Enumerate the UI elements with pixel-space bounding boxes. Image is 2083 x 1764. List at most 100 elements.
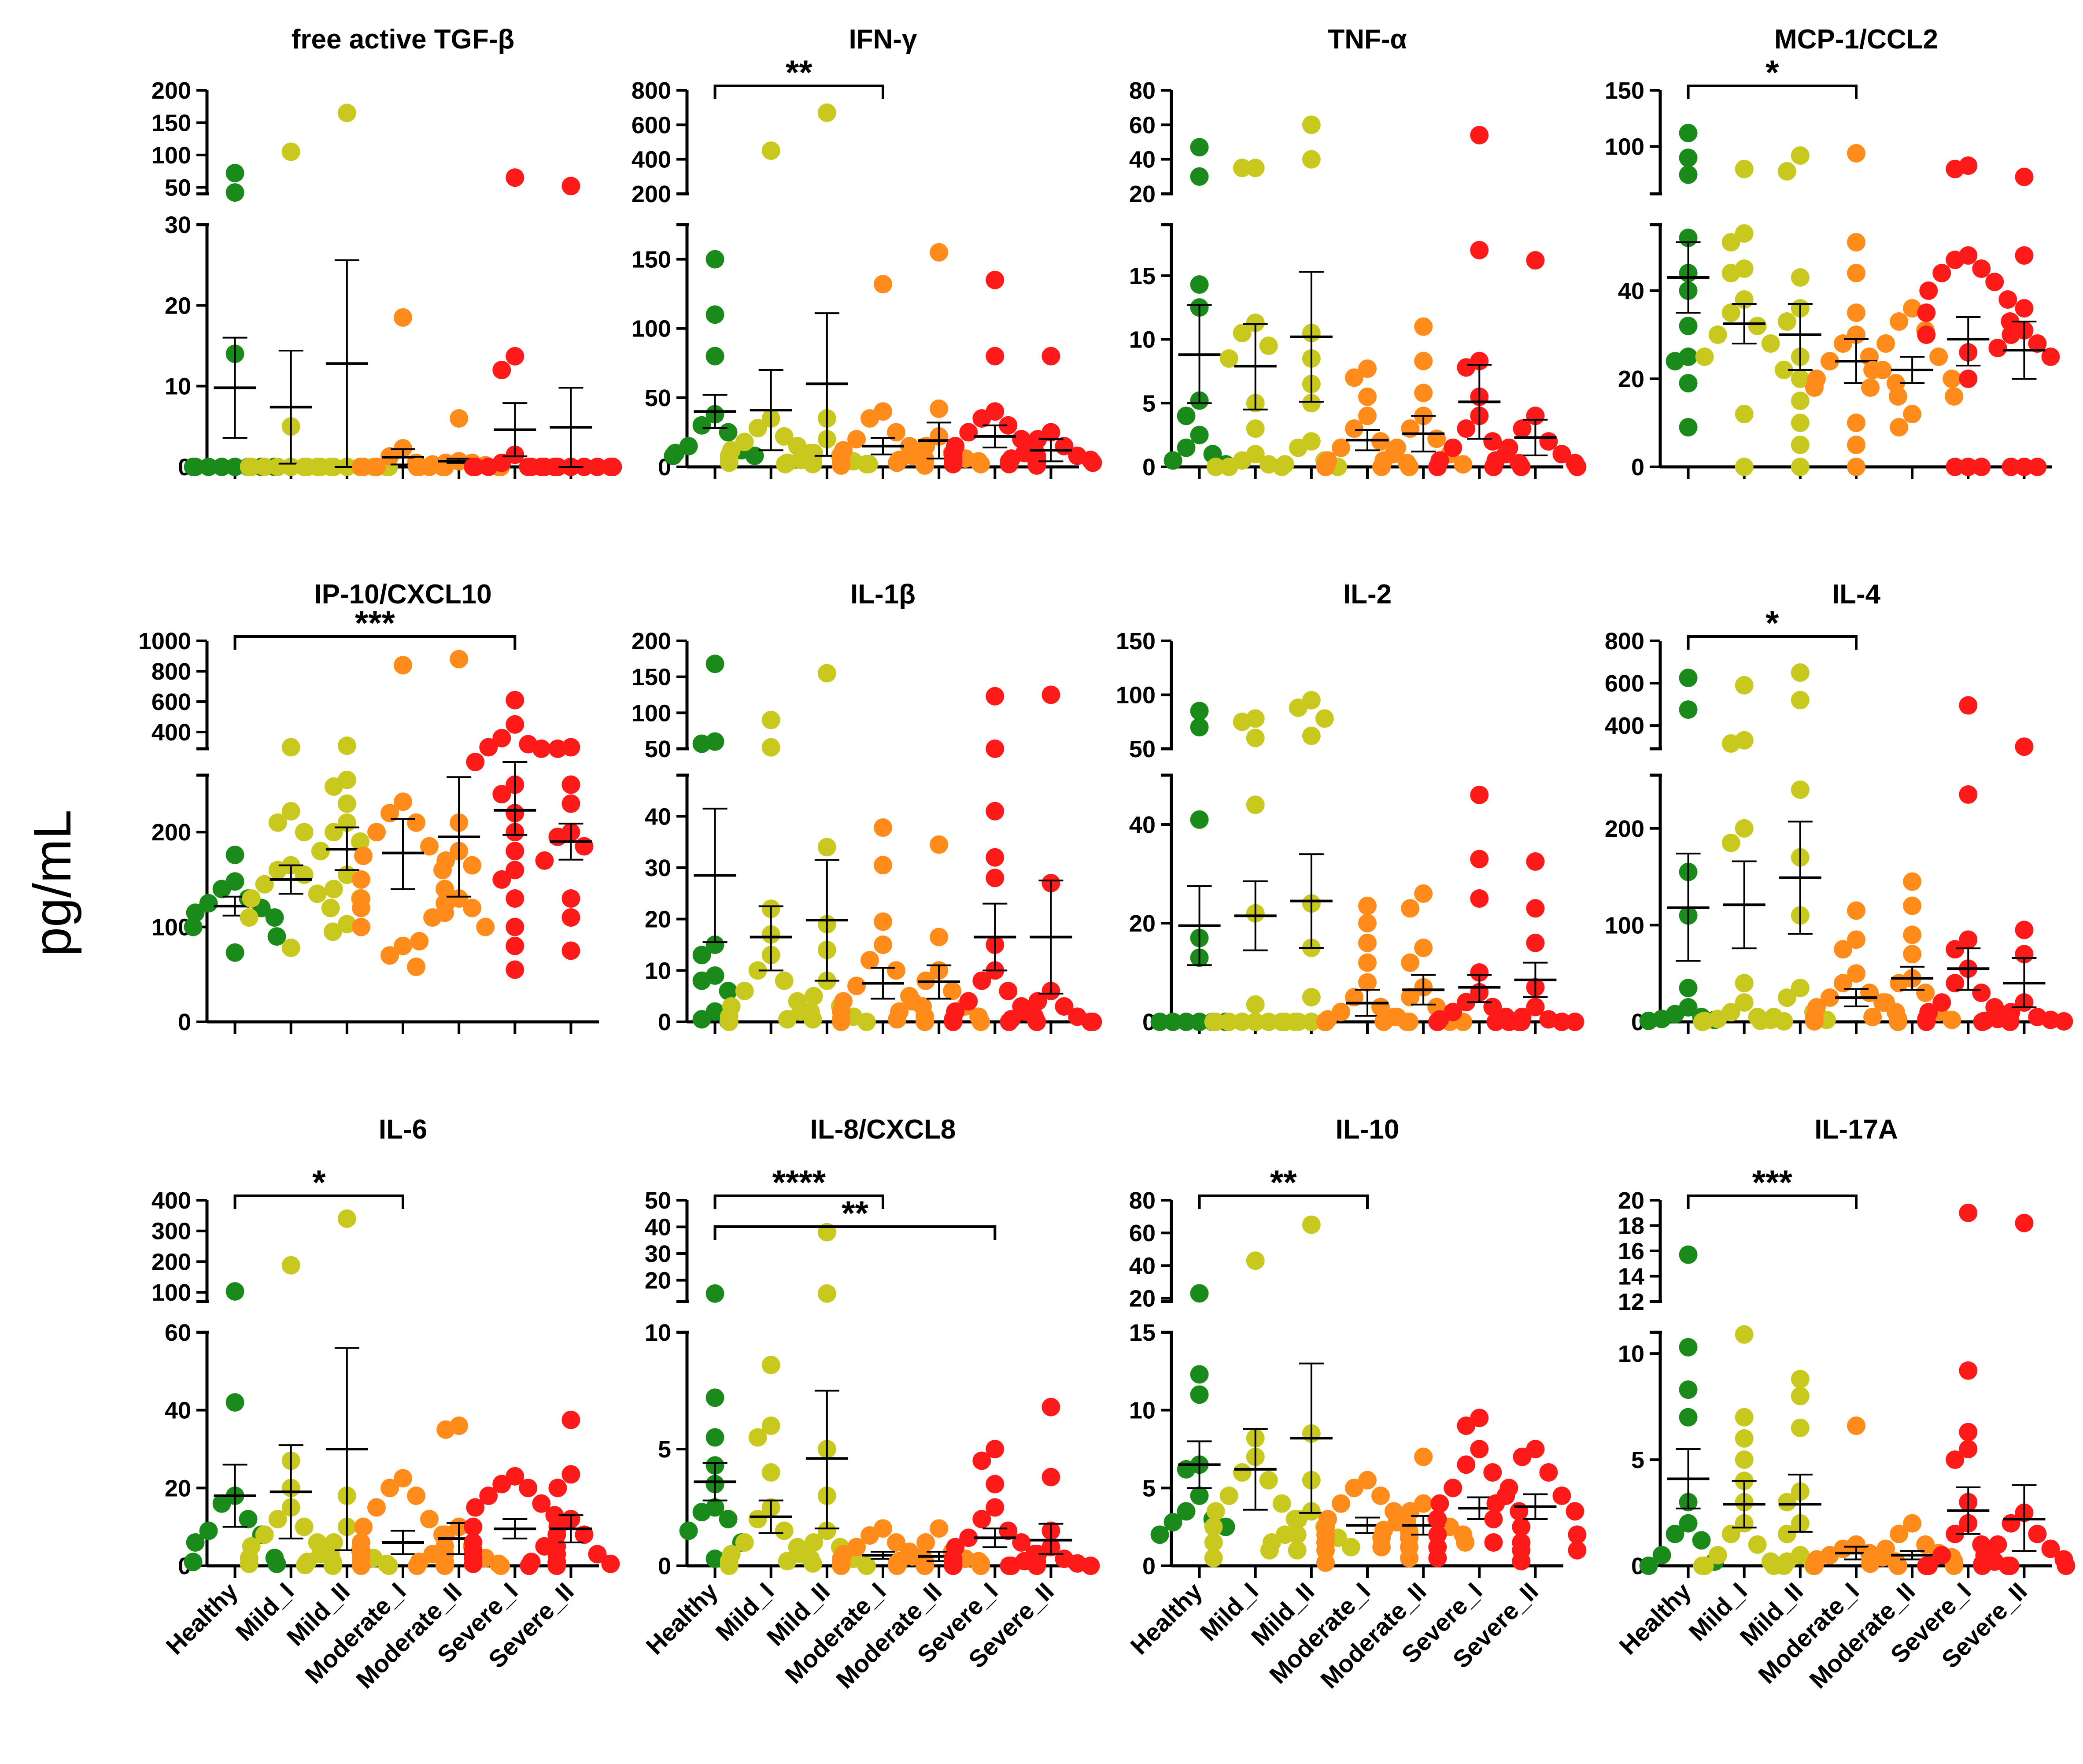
data-point <box>1000 455 1019 473</box>
y-tick-label: 800 <box>632 78 671 104</box>
data-point <box>1233 1013 1252 1031</box>
y-tick-label: 1000 <box>138 628 191 655</box>
data-point <box>450 409 469 428</box>
y-tick-label: 100 <box>632 316 671 342</box>
data-point <box>1401 899 1420 918</box>
data-point <box>1259 337 1278 355</box>
data-point <box>1401 953 1420 972</box>
data-point <box>1943 370 1961 388</box>
data-point <box>1679 1514 1698 1533</box>
bracket-line <box>713 1225 997 1240</box>
significance-bracket: **** <box>713 1163 884 1209</box>
data-point <box>1916 1535 1935 1554</box>
data-point <box>1457 1455 1476 1474</box>
data-point <box>999 1521 1018 1540</box>
data-point <box>1903 299 1922 318</box>
data-point <box>1890 418 1909 436</box>
data-point <box>506 960 524 979</box>
data-point <box>986 869 1005 888</box>
data-point <box>972 1451 991 1470</box>
series-healthy <box>692 655 738 1030</box>
data-point <box>323 922 342 941</box>
data-point <box>1358 359 1377 378</box>
y-tick-label: 100 <box>632 700 671 726</box>
data-point <box>464 1554 483 1573</box>
y-tick-label: 40 <box>1129 812 1156 838</box>
data-point <box>986 347 1005 366</box>
data-point <box>1919 281 1938 300</box>
data-point <box>1315 709 1334 728</box>
data-point <box>1372 458 1391 476</box>
data-point <box>986 687 1005 706</box>
data-point <box>380 1479 399 1498</box>
data-point <box>1735 458 1754 476</box>
data-point <box>971 1013 990 1031</box>
data-point <box>281 458 300 476</box>
data-point <box>817 664 836 683</box>
panel-mcp-1-ccl2: MCP-1/CCL2 0 20 40 100 150 * <box>1605 24 2060 481</box>
series-moderate-ii <box>1863 872 1961 1029</box>
bracket-line <box>233 635 517 650</box>
y-tick-label: 150 <box>151 110 191 136</box>
y-tick-label: 60 <box>1129 1220 1156 1246</box>
data-point <box>1988 339 2007 357</box>
data-point <box>1568 1541 1587 1560</box>
data-point <box>1042 1468 1060 1487</box>
data-point <box>847 430 866 449</box>
series-mild-ii <box>1764 1370 1823 1575</box>
data-point <box>2015 1213 2034 1232</box>
data-point <box>1552 1487 1571 1505</box>
series-moderate-i <box>352 308 454 476</box>
data-point <box>1470 785 1489 804</box>
data-point <box>1150 1013 1169 1031</box>
series-moderate-i <box>1805 901 1907 1031</box>
data-point <box>324 458 343 476</box>
data-point <box>1721 833 1740 852</box>
data-point <box>1027 1013 1046 1031</box>
data-point <box>408 458 427 476</box>
significance-label: * <box>1765 53 1779 92</box>
data-point <box>367 1498 386 1517</box>
series-moderate-ii <box>410 650 495 950</box>
data-point <box>1177 438 1196 457</box>
y-tick-label: 18 <box>1618 1213 1644 1239</box>
series-mild-i <box>1695 159 1793 476</box>
data-point <box>1414 939 1433 957</box>
data-point <box>959 1528 978 1547</box>
y-tick-label: 600 <box>151 689 191 715</box>
data-point <box>1219 349 1238 368</box>
data-point <box>268 1510 287 1528</box>
data-point <box>944 455 963 473</box>
data-point <box>2041 1539 2060 1558</box>
data-point <box>1233 1463 1252 1482</box>
series-severe-ii <box>1484 1440 1587 1560</box>
data-point <box>337 736 356 755</box>
series-severe-ii <box>1484 251 1587 476</box>
series-mild-ii <box>1275 691 1334 1031</box>
panel-il-17a: IL-17A05101214161820HealthyMild_IMild_II… <box>1614 1114 2076 1694</box>
series-healthy <box>1666 124 1710 436</box>
data-point <box>420 837 439 856</box>
data-point <box>971 455 990 473</box>
data-point <box>1972 458 1991 476</box>
series-mild-i <box>720 141 822 473</box>
data-point <box>1430 1494 1449 1513</box>
data-point <box>1876 993 1895 1012</box>
data-point <box>1889 387 1907 406</box>
data-point <box>999 982 1018 1000</box>
data-point <box>664 446 683 465</box>
y-tick-label: 150 <box>1605 78 1644 104</box>
data-point <box>1959 696 1978 715</box>
data-point <box>464 1517 483 1536</box>
data-point <box>1932 993 1951 1012</box>
data-point <box>1428 1013 1447 1031</box>
data-point <box>775 971 794 990</box>
x-tick-label-healthy: Healthy <box>160 1577 243 1660</box>
data-point <box>861 951 879 969</box>
data-point <box>199 458 218 476</box>
data-point <box>761 738 780 757</box>
y-tick-label: 150 <box>632 247 671 273</box>
data-point <box>1260 1541 1279 1560</box>
data-point <box>311 458 330 476</box>
data-point <box>394 936 412 955</box>
